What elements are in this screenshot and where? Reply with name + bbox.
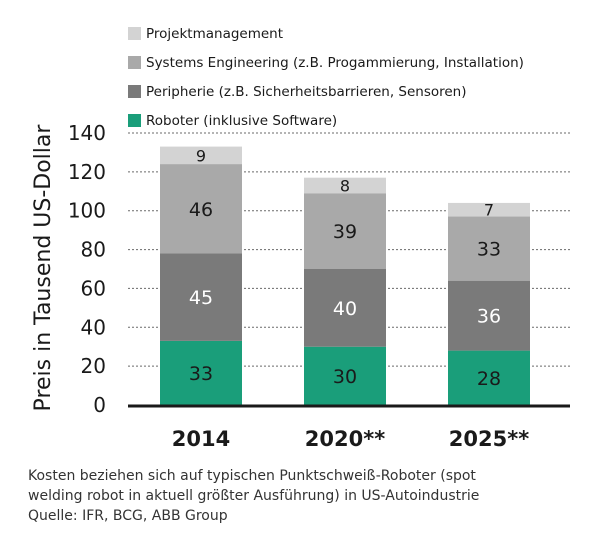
bar-1-2 bbox=[304, 193, 386, 269]
legend-label-2: Systems Engineering (z.B. Progammierung,… bbox=[146, 55, 524, 71]
bar-2-1 bbox=[448, 280, 530, 351]
y-tick-labels: 0 20 40 60 80 100 120 140 bbox=[68, 121, 106, 417]
caption-source: Quelle: IFR, BCG, ABB Group bbox=[28, 508, 228, 524]
legend-label-0: Roboter (inklusive Software) bbox=[146, 113, 337, 129]
y-axis-label: Preis in Tausend US-Dollar bbox=[31, 124, 56, 412]
data-label-1-1: 40 bbox=[333, 298, 357, 320]
bar-0-0 bbox=[160, 340, 242, 405]
x-tick-labels: 2014 2020** 2025** bbox=[172, 427, 529, 451]
data-label-2-0: 28 bbox=[477, 368, 501, 390]
y-tick-label-40: 40 bbox=[81, 315, 106, 339]
legend-swatch-1 bbox=[128, 85, 141, 98]
bar-0-2 bbox=[160, 164, 242, 254]
data-label-0-1: 45 bbox=[189, 287, 213, 309]
legend-swatch-3 bbox=[128, 27, 141, 40]
y-tick-label-60: 60 bbox=[81, 276, 106, 300]
y-tick-label-80: 80 bbox=[81, 238, 106, 262]
data-label-0-3: 9 bbox=[196, 146, 206, 165]
chart-caption: Kosten beziehen sich auf typischen Punkt… bbox=[28, 466, 584, 526]
caption-line-1: Kosten beziehen sich auf typischen Punkt… bbox=[28, 468, 476, 484]
data-label-2-3: 7 bbox=[484, 201, 494, 220]
bar-2-2 bbox=[448, 216, 530, 281]
bar-1-0 bbox=[304, 346, 386, 405]
data-label-1-2: 39 bbox=[333, 221, 357, 243]
bar-0-3 bbox=[160, 146, 242, 165]
legend: Projektmanagement Systems Engineering (z.… bbox=[128, 26, 524, 129]
y-tick-label-140: 140 bbox=[68, 121, 106, 145]
y-tick-label-120: 120 bbox=[68, 160, 106, 184]
y-tick-label-0: 0 bbox=[93, 393, 106, 417]
x-tick-label-2: 2025** bbox=[449, 427, 529, 451]
bar-0-1 bbox=[160, 253, 242, 341]
legend-label-3: Projektmanagement bbox=[146, 26, 283, 42]
y-tick-label-100: 100 bbox=[68, 199, 106, 223]
data-label-0-0: 33 bbox=[189, 363, 213, 385]
bar-1-3 bbox=[304, 177, 386, 194]
legend-swatch-0 bbox=[128, 114, 141, 127]
bar-2-0 bbox=[448, 350, 530, 405]
legend-swatch-2 bbox=[128, 56, 141, 69]
stacked-bar-chart: Projektmanagement Systems Engineering (z.… bbox=[31, 26, 570, 451]
x-tick-label-0: 2014 bbox=[172, 427, 230, 451]
data-label-2-2: 33 bbox=[477, 239, 501, 261]
bar-2-3 bbox=[448, 202, 530, 217]
data-label-1-3: 8 bbox=[340, 176, 350, 195]
y-tick-label-20: 20 bbox=[81, 354, 106, 378]
legend-label-1: Peripherie (z.B. Sicherheitsbarrieren, S… bbox=[146, 84, 467, 100]
x-tick-label-1: 2020** bbox=[305, 427, 385, 451]
bars: 33 45 46 9 30 40 39 8 28 36 33 7 bbox=[160, 146, 530, 405]
data-label-2-1: 36 bbox=[477, 306, 501, 328]
caption-line-2: welding robot in aktuell größter Ausführ… bbox=[28, 488, 480, 504]
data-label-1-0: 30 bbox=[333, 366, 357, 388]
bar-1-1 bbox=[304, 269, 386, 347]
data-label-0-2: 46 bbox=[189, 199, 213, 221]
